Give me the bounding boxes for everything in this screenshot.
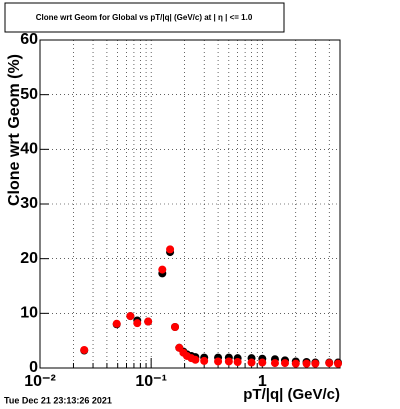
marker xyxy=(302,359,311,368)
x-tick-label: 1 xyxy=(258,373,267,390)
x-axis-label: pT/|q| (GeV/c) xyxy=(243,386,340,403)
marker xyxy=(158,265,167,274)
marker xyxy=(80,345,89,354)
marker xyxy=(280,359,289,368)
marker xyxy=(270,359,279,368)
marker xyxy=(325,359,334,368)
y-tick-label: 50 xyxy=(20,86,38,103)
y-tick-label: 40 xyxy=(20,141,38,158)
marker xyxy=(247,358,256,367)
y-tick-label: 20 xyxy=(20,250,38,267)
x-tick-label: 10⁻¹ xyxy=(135,373,167,390)
marker xyxy=(214,357,223,366)
y-tick-label: 0 xyxy=(29,359,38,376)
y-tick-label: 10 xyxy=(20,305,38,322)
x-tick-label: 10⁻² xyxy=(24,373,56,390)
marker xyxy=(258,358,267,367)
marker xyxy=(311,359,320,368)
y-tick-label: 30 xyxy=(20,195,38,212)
marker xyxy=(133,319,142,328)
chart-title: Clone wrt Geom for Global vs pT/|q| (GeV… xyxy=(36,13,253,22)
y-tick-label: 60 xyxy=(20,31,38,48)
marker xyxy=(291,359,300,368)
timestamp: Tue Dec 21 23:13:26 2021 xyxy=(4,395,112,405)
marker xyxy=(334,359,343,368)
marker xyxy=(126,312,135,321)
marker xyxy=(171,323,180,331)
marker xyxy=(166,245,175,254)
y-axis-label: Clone wrt Geom (%) xyxy=(6,54,23,206)
marker xyxy=(112,319,121,328)
marker xyxy=(191,355,200,364)
marker xyxy=(233,357,242,366)
marker xyxy=(144,317,153,326)
marker xyxy=(224,357,233,366)
title-box xyxy=(4,2,285,33)
marker xyxy=(200,356,209,365)
